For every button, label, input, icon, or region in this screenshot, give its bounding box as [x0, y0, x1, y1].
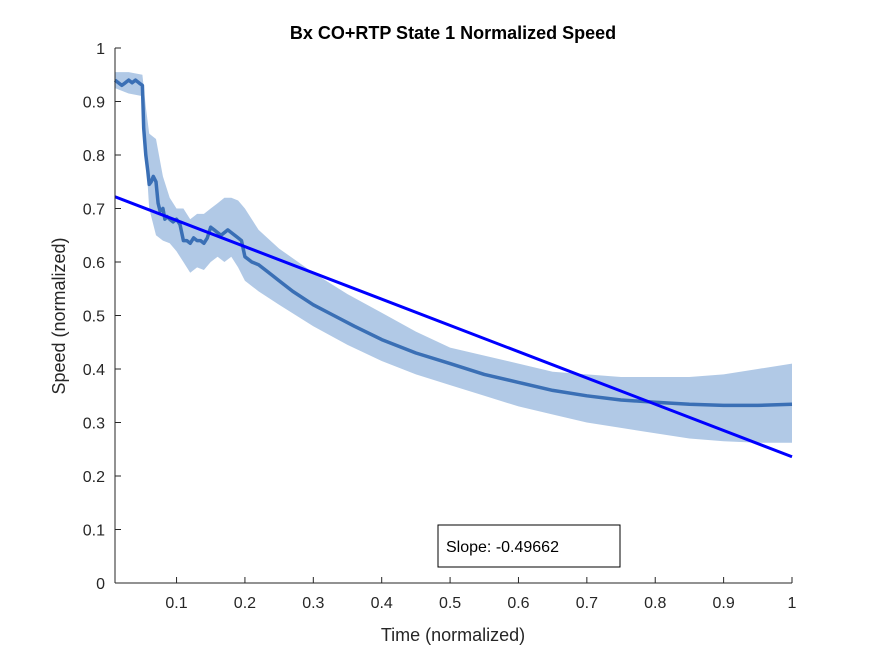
y-tick-label: 0.7: [83, 202, 105, 219]
slope-annotation-box: [437, 524, 621, 568]
y-tick-label: 0: [96, 576, 105, 593]
x-tick-label: 0.2: [234, 595, 256, 612]
y-axis-ticks: 0 0.1 0.2 0.3 0.4 0.5 0.6 0.7 0.8 0.9 1: [83, 41, 121, 593]
y-tick-label: 0.1: [83, 523, 105, 540]
linear-fit-line: [114, 195, 793, 459]
x-tick-label: 0.5: [439, 595, 461, 612]
slope-annotation-text: Slope: -0.49662: [446, 539, 559, 556]
x-tick-label: 0.4: [371, 595, 393, 612]
x-tick-label: 0.9: [712, 595, 734, 612]
x-tick-label: 0.1: [165, 595, 187, 612]
y-tick-label: 0.4: [83, 362, 105, 379]
y-tick-label: 1: [96, 41, 105, 58]
x-tick-label: 0.7: [576, 595, 598, 612]
y-axis-label: Speed (normalized): [49, 237, 69, 394]
x-axis-label: Time (normalized): [381, 625, 525, 645]
chart-title: Bx CO+RTP State 1 Normalized Speed: [290, 23, 616, 43]
x-tick-label: 1: [788, 595, 797, 612]
y-tick-label: 0.6: [83, 255, 105, 272]
x-tick-label: 0.8: [644, 595, 666, 612]
x-tick-label: 0.6: [507, 595, 529, 612]
y-tick-label: 0.5: [83, 309, 105, 326]
y-tick-label: 0.3: [83, 416, 105, 433]
y-tick-label: 0.2: [83, 469, 105, 486]
fit-line-layer: [114, 195, 793, 459]
y-tick-label: 0.8: [83, 148, 105, 165]
x-tick-label: 0.3: [302, 595, 324, 612]
y-tick-label: 0.9: [83, 95, 105, 112]
x-axis-ticks: 0.1 0.2 0.3 0.4 0.5 0.6 0.7 0.8 0.9 1: [165, 577, 797, 612]
slope-annotation: Slope: -0.49662: [437, 524, 621, 568]
